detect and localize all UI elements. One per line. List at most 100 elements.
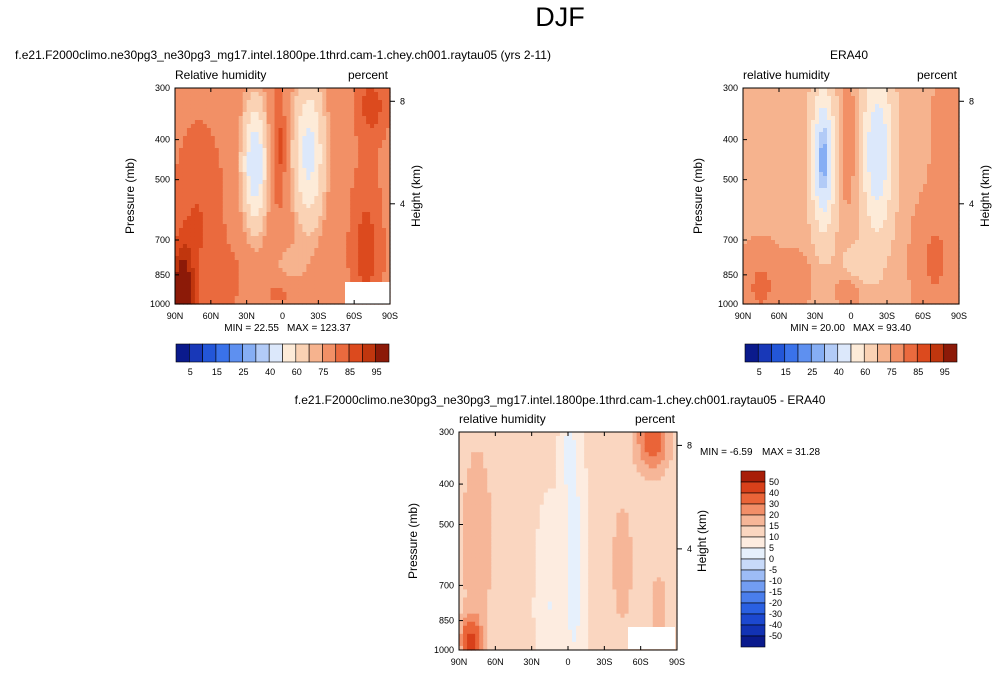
field-cell: [334, 160, 339, 165]
field-cell: [294, 224, 300, 229]
field-cell: [342, 276, 347, 281]
field-cell: [218, 200, 224, 205]
field-cell: [342, 300, 347, 305]
field-cell: [326, 220, 331, 225]
field-cell: [242, 248, 248, 253]
field-cell: [863, 148, 868, 153]
field-cell: [338, 168, 343, 173]
field-cell: [378, 256, 383, 261]
field-cell: [743, 152, 748, 157]
field-cell: [210, 132, 216, 137]
field-cell: [178, 204, 184, 209]
field-cell: [274, 268, 280, 273]
field-cell: [799, 188, 804, 193]
field-cell: [350, 128, 355, 133]
field-cell: [370, 184, 375, 189]
field-cell: [859, 124, 864, 129]
field-cell: [214, 100, 220, 105]
field-cell: [210, 180, 216, 185]
field-cell: [378, 168, 383, 173]
field-cell: [246, 280, 252, 285]
field-cell: [887, 300, 892, 305]
field-cell: [230, 300, 236, 305]
field-cell: [210, 96, 216, 101]
field-cell: [262, 96, 268, 101]
field-cell: [787, 184, 792, 189]
field-cell: [234, 180, 240, 185]
field-cell: [839, 176, 844, 181]
field-cell: [258, 196, 264, 201]
field-cell: [198, 256, 204, 261]
field-cell: [883, 296, 888, 301]
field-cell: [771, 120, 776, 125]
field-cell: [290, 300, 296, 305]
field-cell: [775, 92, 780, 97]
field-cell: [811, 284, 816, 289]
field-cell: [839, 156, 844, 161]
field-cell: [206, 160, 212, 165]
field-cell: [178, 268, 184, 273]
field-cell: [350, 248, 355, 253]
field-cell: [795, 288, 800, 293]
field-cell: [382, 200, 387, 205]
field-cell: [282, 208, 288, 213]
field-cell: [370, 176, 375, 181]
field-cell: [759, 172, 764, 177]
field-cell: [795, 220, 800, 225]
field-cell: [310, 252, 315, 257]
field-cell: [831, 132, 836, 137]
field-cell: [759, 96, 764, 101]
field-cell: [755, 292, 760, 297]
field-cell: [298, 156, 304, 161]
field-cell: [294, 300, 300, 305]
field-cell: [815, 192, 820, 197]
field-cell: [759, 280, 764, 285]
field-cell: [198, 100, 204, 105]
field-cell: [178, 144, 184, 149]
field-cell: [827, 248, 832, 253]
field-cell: [815, 220, 820, 225]
field-cell: [190, 264, 196, 269]
field-cell: [290, 260, 296, 265]
field-cell: [342, 220, 347, 225]
field-cell: [266, 212, 272, 217]
field-cell: [274, 128, 280, 133]
field-cell: [190, 296, 196, 301]
field-cell: [278, 288, 284, 293]
field-cell: [751, 116, 756, 121]
field-cell: [855, 264, 860, 269]
field-cell: [338, 116, 343, 121]
field-cell: [234, 284, 240, 289]
field-cell: [815, 176, 820, 181]
field-cell: [783, 140, 788, 145]
field-cell: [282, 264, 288, 269]
field-cell: [230, 168, 236, 173]
field-cell: [755, 192, 760, 197]
field-cell: [799, 264, 804, 269]
field-cell: [242, 300, 248, 305]
field-cell: [206, 112, 212, 117]
field-cell: [198, 120, 204, 125]
field-cell: [346, 276, 351, 281]
field-cell: [827, 88, 832, 93]
field-cell: [326, 160, 331, 165]
field-cell: [819, 164, 824, 169]
field-cell: [286, 196, 292, 201]
field-cell: [194, 116, 200, 121]
field-cell: [791, 248, 796, 253]
field-cell: [230, 192, 236, 197]
field-cell: [783, 152, 788, 157]
field-cell: [759, 144, 764, 149]
field-cell: [214, 208, 220, 213]
field-cell: [823, 128, 828, 133]
field-cell: [298, 252, 304, 257]
field-cell: [350, 252, 355, 257]
field-cell: [250, 164, 256, 169]
field-cell: [386, 148, 391, 153]
field-cell: [330, 276, 335, 281]
field-cell: [282, 288, 288, 293]
field-cell: [362, 164, 367, 169]
field-cell: [270, 244, 276, 249]
field-cell: [751, 156, 756, 161]
field-cell: [366, 248, 371, 253]
